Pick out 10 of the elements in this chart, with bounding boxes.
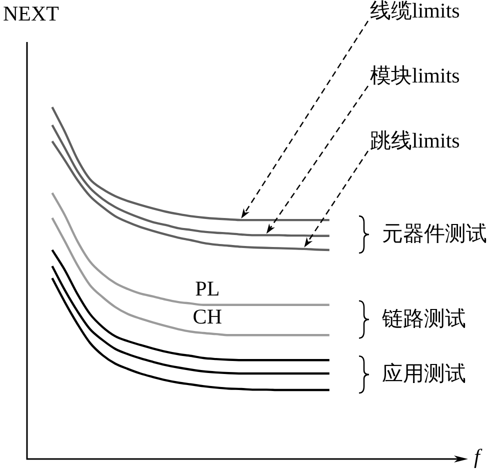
y-axis-title: NEXT bbox=[3, 2, 60, 26]
annotation: 链路测试 bbox=[381, 306, 466, 331]
series-label: PL bbox=[195, 276, 220, 300]
series-label: CH bbox=[192, 304, 222, 329]
annotation: 元器件测试 bbox=[382, 222, 487, 246]
annotation: 跳线limits bbox=[370, 128, 460, 153]
text: 模块limits bbox=[370, 64, 460, 88]
text: 线缆limits bbox=[370, 0, 460, 23]
annotation: 应用测试 bbox=[382, 362, 466, 386]
x-axis-title: f bbox=[474, 444, 483, 469]
